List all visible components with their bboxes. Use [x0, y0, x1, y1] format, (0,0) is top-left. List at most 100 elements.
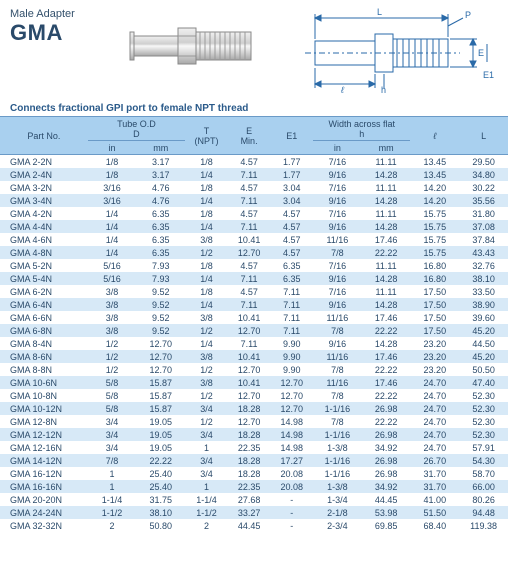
table-row: GMA 20-20N1-1/431.751-1/427.68-1-3/444.4… — [0, 493, 508, 506]
table-cell: 29.50 — [459, 155, 508, 169]
table-cell: 22.22 — [362, 363, 411, 376]
table-cell: GMA 2-2N — [0, 155, 88, 169]
table-cell: 23.20 — [410, 363, 459, 376]
table-cell: 3/8 — [185, 233, 228, 246]
table-cell: 18.28 — [228, 428, 271, 441]
table-cell: 3/4 — [185, 467, 228, 480]
table-cell: 17.27 — [270, 454, 313, 467]
table-cell: 10.41 — [228, 350, 271, 363]
table-cell: 12.70 — [228, 415, 271, 428]
table-cell: 9/16 — [313, 220, 362, 233]
table-cell: 1.77 — [270, 155, 313, 169]
table-cell: 17.46 — [362, 376, 411, 389]
table-cell: 9.52 — [136, 298, 185, 311]
table-cell: 5/8 — [88, 389, 137, 402]
table-cell: 11.11 — [362, 181, 411, 194]
table-cell: 14.28 — [362, 337, 411, 350]
table-cell: 7.11 — [270, 324, 313, 337]
table-cell: 26.70 — [410, 454, 459, 467]
table-cell: 33.27 — [228, 506, 271, 519]
table-cell: - — [270, 493, 313, 506]
table-cell: 17.46 — [362, 233, 411, 246]
table-cell: 15.87 — [136, 389, 185, 402]
table-cell: 38.10 — [459, 272, 508, 285]
table-cell: GMA 8-6N — [0, 350, 88, 363]
table-cell: 14.28 — [362, 220, 411, 233]
table-cell: 52.30 — [459, 428, 508, 441]
table-cell: 7/8 — [313, 363, 362, 376]
table-cell: GMA 4-4N — [0, 220, 88, 233]
table-cell: 26.98 — [362, 428, 411, 441]
table-cell: 24.70 — [410, 415, 459, 428]
table-cell: 9/16 — [313, 272, 362, 285]
table-cell: 7/8 — [313, 415, 362, 428]
table-cell: 45.20 — [459, 324, 508, 337]
table-cell: 1/4 — [88, 207, 137, 220]
table-cell: 11.11 — [362, 285, 411, 298]
table-row: GMA 14-12N7/822.223/418.2817.271-1/1626.… — [0, 454, 508, 467]
table-row: GMA 10-6N5/815.873/810.4112.7011/1617.46… — [0, 376, 508, 389]
table-cell: 9/16 — [313, 337, 362, 350]
table-cell: 3/4 — [88, 441, 137, 454]
table-cell: 24.70 — [410, 428, 459, 441]
table-cell: 6.35 — [270, 259, 313, 272]
table-cell: 1 — [88, 480, 137, 493]
table-cell: 34.92 — [362, 441, 411, 454]
table-cell: 1-1/16 — [313, 402, 362, 415]
table-cell: 1/4 — [88, 246, 137, 259]
table-cell: 10.41 — [228, 376, 271, 389]
table-cell: 4.57 — [228, 259, 271, 272]
table-cell: 1/8 — [185, 207, 228, 220]
table-cell: 7.11 — [228, 168, 271, 181]
table-cell: 9.90 — [270, 363, 313, 376]
table-cell: 1 — [88, 467, 137, 480]
table-cell: 80.26 — [459, 493, 508, 506]
table-cell: 9/16 — [313, 194, 362, 207]
table-row: GMA 10-12N5/815.873/418.2812.701-1/1626.… — [0, 402, 508, 415]
table-cell: 7.11 — [228, 337, 271, 350]
th-part: Part No. — [0, 117, 88, 155]
table-cell: 1/2 — [185, 389, 228, 402]
table-cell: 94.48 — [459, 506, 508, 519]
table-cell: GMA 10-8N — [0, 389, 88, 402]
table-cell: 7/16 — [313, 207, 362, 220]
dim-L: L — [377, 7, 382, 17]
subtitle: Connects fractional GPI port to female N… — [0, 97, 508, 116]
table-cell: 37.84 — [459, 233, 508, 246]
table-cell: 1/8 — [88, 155, 137, 169]
table-row: GMA 4-6N1/46.353/810.414.5711/1617.4615.… — [0, 233, 508, 246]
table-cell: 6.35 — [136, 220, 185, 233]
table-cell: 5/8 — [88, 376, 137, 389]
table-row: GMA 24-24N1-1/238.101-1/233.27-2-1/853.9… — [0, 506, 508, 519]
table-cell: 11.11 — [362, 207, 411, 220]
table-row: GMA 12-16N3/419.05122.3514.981-3/834.922… — [0, 441, 508, 454]
table-cell: 53.98 — [362, 506, 411, 519]
table-cell: GMA 8-8N — [0, 363, 88, 376]
table-cell: 26.98 — [362, 402, 411, 415]
table-cell: 12.70 — [228, 324, 271, 337]
table-cell: 14.20 — [410, 194, 459, 207]
table-cell: 32.76 — [459, 259, 508, 272]
table-cell: 1-1/16 — [313, 428, 362, 441]
table-cell: 45.20 — [459, 350, 508, 363]
table-cell: 12.70 — [270, 376, 313, 389]
table-cell: 7/8 — [313, 389, 362, 402]
table-cell: 19.05 — [136, 428, 185, 441]
table-cell: 11/16 — [313, 311, 362, 324]
table-cell: 7.11 — [228, 194, 271, 207]
table-cell: 10.41 — [228, 233, 271, 246]
th-din: in — [88, 141, 137, 155]
table-cell: 1-3/8 — [313, 480, 362, 493]
table-row: GMA 3-4N3/164.761/47.113.049/1614.2814.2… — [0, 194, 508, 207]
table-cell: 1/4 — [185, 194, 228, 207]
table-cell: 6.35 — [136, 246, 185, 259]
table-cell: 1/4 — [185, 298, 228, 311]
table-cell: 1/2 — [185, 363, 228, 376]
table-cell: 52.30 — [459, 415, 508, 428]
table-cell: 6.35 — [136, 233, 185, 246]
table-cell: 6.35 — [136, 207, 185, 220]
table-cell: 34.80 — [459, 168, 508, 181]
table-cell: 1/8 — [185, 285, 228, 298]
table-cell: 27.68 — [228, 493, 271, 506]
table-cell: 1 — [185, 480, 228, 493]
